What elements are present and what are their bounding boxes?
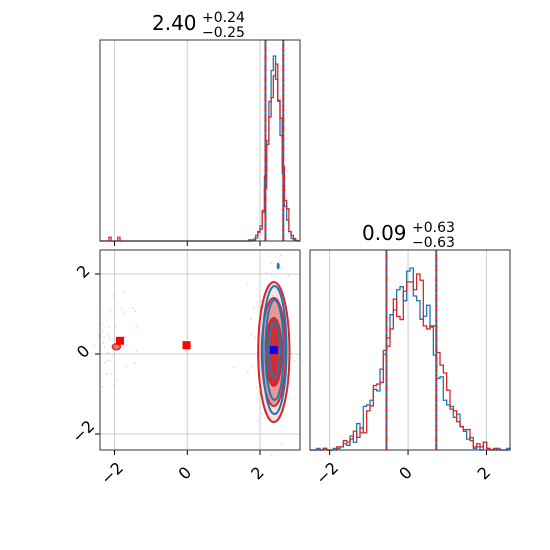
scatter-point: [103, 362, 106, 364]
scatter-point: [101, 324, 103, 326]
scatter-point: [250, 365, 253, 368]
scatter-point: [108, 326, 111, 329]
scatter-point: [280, 443, 283, 445]
hist-param1-panel: [99, 39, 301, 246]
scatter-point: [294, 359, 296, 362]
scatter-point: [121, 308, 123, 310]
scatter-point: [107, 334, 110, 336]
scatter-point: [246, 282, 249, 284]
axes-frame: [309, 249, 511, 451]
scatter-point: [260, 412, 263, 415]
scatter-point: [135, 325, 138, 327]
scatter-point: [109, 309, 112, 312]
scatter-point: [259, 300, 262, 302]
scatter-point: [103, 346, 106, 349]
contour-island: [276, 262, 280, 270]
scatter-point: [291, 356, 294, 359]
scatter-point: [102, 341, 105, 344]
scatter-point: [113, 384, 115, 387]
title-param1: 2.40: [152, 11, 197, 35]
title-param1-plus: +0.24: [202, 10, 245, 26]
scatter-point: [106, 351, 109, 354]
marker-square: [116, 336, 124, 345]
scatter-point: [98, 335, 100, 337]
axes-frame: [99, 39, 301, 242]
scatter-point: [134, 362, 136, 364]
contour-level: [261, 285, 288, 415]
scatter-point: [112, 295, 115, 297]
marker-square: [269, 346, 278, 354]
scatter-point: [252, 306, 255, 309]
title-param2: 0.09: [362, 221, 407, 245]
scatter-point: [108, 337, 111, 339]
hist-series-2: [100, 63, 300, 242]
scatter-point: [124, 365, 127, 368]
scatter-point: [126, 344, 129, 347]
title-param1-minus: −0.25: [202, 25, 245, 41]
scatter-point: [101, 330, 104, 333]
scatter-point: [280, 266, 282, 269]
scatter-point: [105, 359, 108, 362]
scatter-point: [135, 350, 138, 352]
scatter-point: [287, 274, 290, 277]
scatter-point: [111, 354, 114, 356]
hist-param2-panel: −2 0 2: [309, 249, 511, 488]
scatter-point: [257, 305, 259, 308]
title-param2-plus: +0.63: [412, 220, 455, 236]
scatter-point: [132, 307, 134, 309]
scatter-point: [109, 359, 111, 362]
y-tick-label: 2: [73, 261, 94, 282]
joint-panel: −2 −2 0 0 2 2: [68, 234, 304, 488]
x-tick-label: −2: [312, 458, 342, 488]
scatter-point: [265, 271, 268, 274]
scatter-point: [256, 420, 259, 422]
scatter-point: [292, 343, 294, 345]
scatter-point: [291, 234, 293, 237]
contour-level: [264, 299, 285, 401]
scatter-point: [116, 378, 119, 381]
scatter-point: [101, 385, 103, 388]
scatter-point: [247, 370, 249, 373]
scatter-point: [110, 373, 113, 375]
axes-frame: [99, 249, 301, 451]
scatter-point: [249, 318, 252, 320]
scatter-point: [122, 290, 125, 292]
scatter-point: [293, 336, 296, 339]
scatter-point: [255, 386, 258, 388]
scatter-point: [270, 454, 273, 457]
scatter-point: [106, 373, 108, 376]
x-tick-label: 2: [474, 463, 495, 484]
scatter-point: [270, 262, 272, 265]
y-tick-label: 0: [73, 341, 94, 362]
scatter-point: [124, 336, 126, 338]
x-tick-label: 0: [174, 463, 195, 484]
scatter-point: [288, 397, 291, 399]
scatter-point: [250, 334, 252, 336]
contour-level: [268, 321, 281, 379]
scatter-point: [301, 361, 304, 364]
scatter-point: [254, 336, 257, 339]
title-param2-minus: −0.63: [412, 235, 455, 251]
hist-series-1: [100, 55, 300, 242]
scatter-point: [280, 254, 282, 257]
marker-square: [182, 341, 191, 350]
scatter-point: [114, 326, 117, 328]
x-tick-label: 2: [247, 463, 268, 484]
x-tick-label: −2: [97, 458, 127, 488]
y-tick-label: −2: [68, 416, 98, 446]
x-tick-label: 0: [395, 463, 416, 484]
hist-series-1: [310, 267, 511, 451]
scatter-point: [123, 311, 125, 313]
scatter-point: [103, 336, 105, 338]
scatter-point: [134, 310, 137, 313]
scatter-point: [233, 366, 236, 369]
scatter-point: [93, 345, 96, 347]
hist-series-2: [310, 273, 510, 451]
